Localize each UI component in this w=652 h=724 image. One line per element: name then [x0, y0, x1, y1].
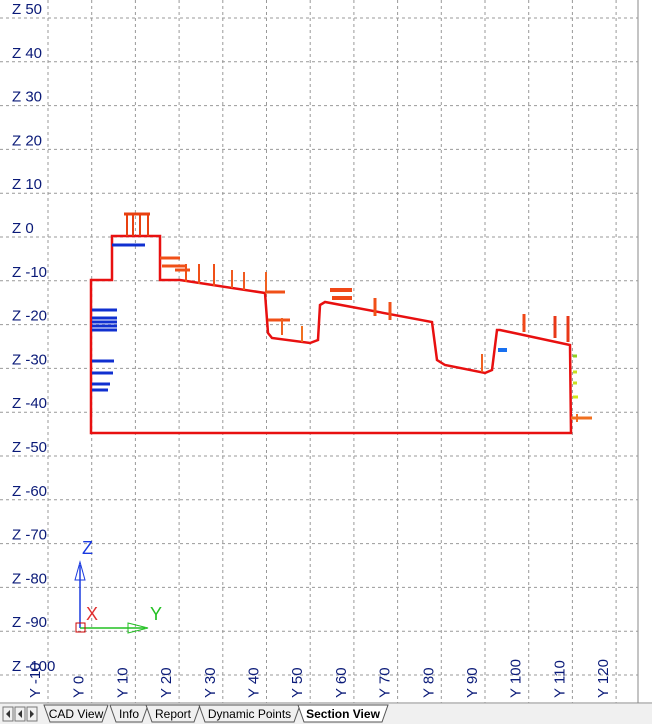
nav-icon [18, 710, 22, 718]
origin-box [75, 622, 86, 633]
tab[interactable] [43, 704, 109, 723]
tab-label: CAD View [49, 707, 104, 721]
z-label: Z -20 [12, 308, 47, 325]
axis-labels: Z 50 Z 40 Z 30 Z 20 Z 10 Z 0 Z -10 Z -20 Z -30 Z … [12, 1, 612, 698]
tab[interactable] [198, 704, 301, 723]
y-label: Y 0 [71, 676, 88, 698]
y-label: Y 40 [246, 667, 263, 698]
z-label: Z 30 [12, 89, 42, 106]
z-label: Z 20 [12, 132, 42, 149]
z-label: Z 10 [12, 176, 42, 193]
z-label: Z 40 [12, 45, 42, 62]
z-label: Z -50 [12, 439, 47, 456]
y-label: Y 90 [464, 667, 481, 698]
tabs: CAD View Info Report Dynamic Points Section … [43, 704, 389, 723]
ucs-z: Z [82, 538, 93, 558]
ucs-icon: Z Y X [74, 538, 162, 634]
y-arrowhead [127, 622, 149, 634]
y-label: Y 60 [333, 667, 350, 698]
z-label: Z 0 [12, 220, 34, 237]
ucs-x: X [86, 604, 98, 624]
ucs-y: Y [150, 604, 162, 624]
z-label: Z -60 [12, 483, 47, 500]
y-label: Y 110 [551, 660, 568, 698]
tab[interactable] [297, 704, 389, 723]
z-label: Z -30 [12, 351, 47, 368]
z-label: Z -40 [12, 395, 47, 412]
tab[interactable] [109, 704, 149, 723]
y-label: Y 30 [202, 667, 219, 698]
y-label: Y 50 [289, 667, 306, 698]
y-label: Y 10 [114, 667, 131, 698]
z-label: Z -70 [12, 527, 47, 544]
z-label: Z 50 [12, 1, 42, 18]
z-label: Z -100 [12, 658, 55, 675]
y-label: Y 120 [595, 659, 612, 698]
z-label: Z -10 [12, 264, 47, 281]
section-markers [92, 212, 592, 422]
tab-label: Info [119, 707, 139, 721]
z-label: Z -90 [12, 614, 47, 631]
y-label: Y 20 [158, 667, 175, 698]
y-label: Y 70 [377, 667, 394, 698]
section-outline [89, 234, 573, 435]
z-label: Z -80 [12, 570, 47, 587]
tab-nav [2, 706, 38, 722]
z-arrowhead [74, 560, 86, 581]
y-label: Y -10 [27, 662, 44, 698]
tab-label: Dynamic Points [208, 707, 291, 721]
tab-label: Section View [306, 707, 380, 721]
nav-icon [6, 710, 10, 718]
tab[interactable] [145, 704, 201, 723]
grid [0, 0, 638, 703]
nav-icon [30, 710, 34, 718]
y-label: Y 100 [508, 659, 525, 698]
tab-label: Report [155, 707, 192, 721]
y-label: Y 80 [420, 667, 437, 698]
